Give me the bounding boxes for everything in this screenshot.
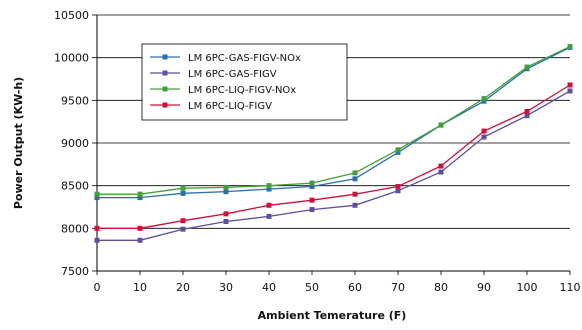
- y-tick-label: 10000: [54, 52, 89, 65]
- legend-label: LM 6PC-LIQ-FIGV-NOx: [188, 85, 296, 96]
- data-point: [223, 219, 229, 225]
- data-point: [567, 44, 573, 50]
- data-point: [395, 149, 401, 155]
- data-point: [309, 197, 315, 203]
- x-tick-label: 30: [219, 281, 233, 294]
- data-point: [137, 237, 143, 243]
- x-tick-label: 110: [560, 281, 581, 294]
- x-tick-label: 0: [94, 281, 101, 294]
- data-point: [481, 96, 487, 102]
- series-line: [97, 84, 571, 229]
- data-point: [266, 183, 272, 189]
- data-point: [567, 88, 573, 94]
- data-point: [137, 195, 143, 201]
- data-point: [481, 98, 487, 104]
- data-point: [94, 225, 100, 231]
- series-group: [94, 82, 573, 231]
- data-point: [180, 218, 186, 224]
- data-point: [481, 134, 487, 140]
- data-point: [266, 202, 272, 208]
- series-group: [94, 88, 573, 243]
- x-tick-labels: 0 10 20 30 40 50 60 70 80 90 100 110: [94, 281, 581, 294]
- data-point: [94, 195, 100, 201]
- x-tick-label: 90: [477, 281, 491, 294]
- series-group: [94, 44, 573, 197]
- data-point: [309, 207, 315, 213]
- legend-label: LM 6PC-GAS-FIGV-NOx: [188, 53, 301, 64]
- y-tick-label: 9500: [61, 94, 89, 107]
- data-point: [180, 226, 186, 232]
- legend-label: LM 6PC-GAS-FIGV: [188, 69, 277, 80]
- data-point: [352, 202, 358, 208]
- data-point: [137, 225, 143, 231]
- legend: LM 6PC-GAS-FIGV-NOx LM 6PC-GAS-FIGV LM 6PC…: [141, 43, 348, 121]
- series-line: [97, 90, 571, 241]
- data-point: [524, 113, 530, 119]
- data-point: [94, 237, 100, 243]
- y-axis-label: Power Output (KW-h): [12, 77, 25, 209]
- x-tick-label: 100: [517, 281, 538, 294]
- y-tick-label: 8500: [61, 180, 89, 193]
- x-axis-label: Ambient Temerature (F): [258, 309, 407, 322]
- data-point: [395, 147, 401, 153]
- data-point: [524, 108, 530, 114]
- data-point: [223, 184, 229, 190]
- data-point: [352, 170, 358, 176]
- data-point: [266, 186, 272, 192]
- data-point: [438, 169, 444, 175]
- x-tick-label: 20: [176, 281, 190, 294]
- x-tick-label: 50: [305, 281, 319, 294]
- data-point: [395, 188, 401, 194]
- legend-swatch-marker: [162, 70, 168, 76]
- y-tick-labels: 7500 8000 8500 9000 9500 10000 10500: [54, 9, 89, 278]
- data-point: [352, 191, 358, 197]
- y-tick-label: 9000: [61, 137, 89, 150]
- legend-swatch-marker: [162, 102, 168, 108]
- data-point: [438, 122, 444, 128]
- axes: [92, 14, 571, 275]
- data-point: [94, 191, 100, 197]
- data-point: [524, 64, 530, 70]
- data-point: [395, 184, 401, 190]
- series-line: [97, 46, 571, 195]
- x-tick-label: 70: [391, 281, 405, 294]
- y-tick-label: 7500: [61, 265, 89, 278]
- series-line: [97, 46, 571, 199]
- data-point: [223, 189, 229, 195]
- data-point: [309, 184, 315, 190]
- data-point: [223, 211, 229, 217]
- x-tick-label: 40: [262, 281, 276, 294]
- data-point: [266, 213, 272, 219]
- data-point: [481, 128, 487, 134]
- legend-swatch-marker: [162, 54, 168, 60]
- x-tick-label: 80: [434, 281, 448, 294]
- data-point: [180, 185, 186, 191]
- x-tick-label: 10: [133, 281, 147, 294]
- data-point: [137, 191, 143, 197]
- y-tick-label: 10500: [54, 9, 89, 22]
- data-point: [180, 190, 186, 196]
- data-point: [352, 176, 358, 182]
- legend-label: LM 6PC-LIQ-FIGV: [188, 101, 272, 112]
- data-point: [309, 180, 315, 186]
- y-tick-label: 8000: [61, 222, 89, 235]
- x-tick-label: 60: [348, 281, 362, 294]
- data-point: [438, 163, 444, 169]
- series: [94, 44, 573, 243]
- data-point: [567, 82, 573, 88]
- legend-swatch-marker: [162, 86, 168, 92]
